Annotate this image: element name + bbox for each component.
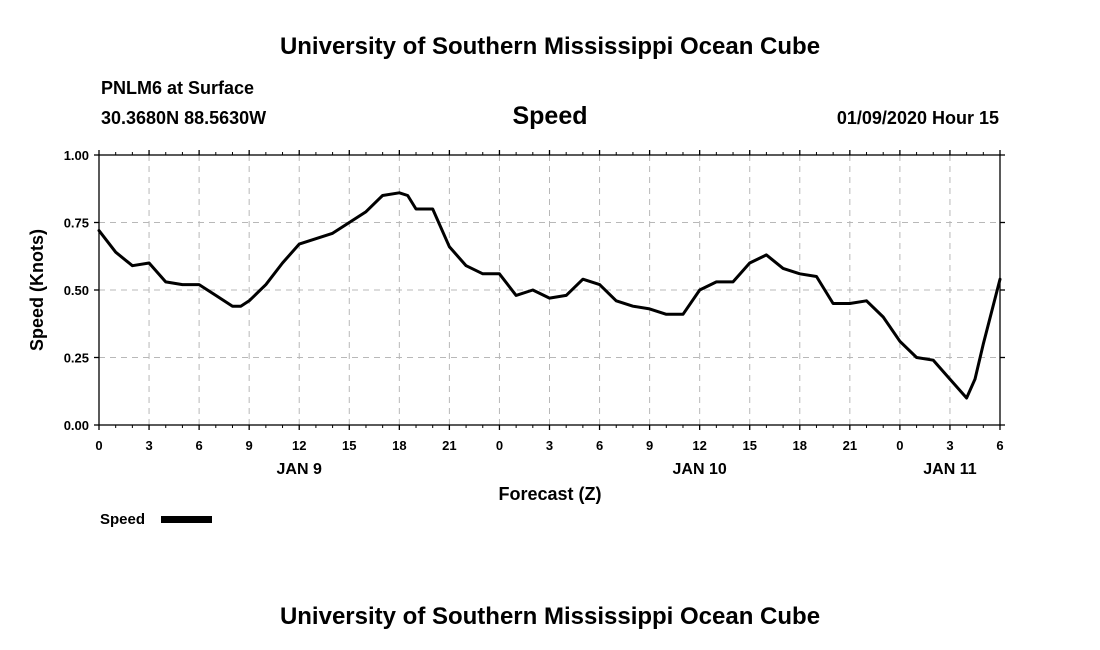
speed-series-line	[97, 191, 1002, 400]
x-tick-label: 6	[195, 438, 202, 453]
day-label: JAN 11	[923, 461, 976, 478]
chart-title: Speed	[512, 102, 587, 130]
x-tick-label: 9	[246, 438, 253, 453]
x-tick-label: 3	[145, 438, 152, 453]
y-tick-label: 0.75	[64, 216, 89, 231]
day-label: JAN 10	[673, 461, 727, 478]
x-tick-label: 3	[546, 438, 553, 453]
y-axis-title: Speed (Knots)	[27, 229, 47, 351]
x-tick-label: 15	[742, 438, 756, 453]
series-layer	[97, 191, 1002, 400]
x-tick-label: 18	[392, 438, 406, 453]
x-tick-label: 0	[95, 438, 102, 453]
x-axis-title: Forecast (Z)	[498, 484, 601, 504]
x-tick-label: 6	[996, 438, 1003, 453]
day-label: JAN 9	[277, 461, 322, 478]
legend-label: Speed	[100, 511, 145, 528]
x-tick-label: 21	[442, 438, 456, 453]
day-labels: JAN 9 JAN 10 JAN 11	[277, 461, 977, 478]
y-tick-label: 0.50	[64, 283, 89, 298]
x-tick-label: 0	[896, 438, 903, 453]
datetime-label: 01/09/2020 Hour 15	[837, 108, 999, 128]
top-title: University of Southern Mississippi Ocean…	[280, 33, 820, 60]
x-tick-label: 3	[946, 438, 953, 453]
x-tick-label: 21	[843, 438, 857, 453]
coordinates-label: 30.3680N 88.5630W	[101, 108, 266, 128]
x-tick-label: 0	[496, 438, 503, 453]
y-tick-labels: 0.00 0.25 0.50 0.75 1.00	[64, 148, 89, 433]
x-tick-label: 9	[646, 438, 653, 453]
y-tick-label: 0.25	[64, 351, 89, 366]
x-tick-label: 12	[692, 438, 706, 453]
x-tick-labels: 0 3 6 9 12 15 18 21 0 3 6 9 12 15 18 21 0 3 6	[95, 438, 1003, 453]
y-tick-label: 0.00	[64, 418, 89, 433]
x-tick-label: 6	[596, 438, 603, 453]
x-tick-label: 12	[292, 438, 306, 453]
y-tick-label: 1.00	[64, 148, 89, 163]
x-tick-label: 15	[342, 438, 356, 453]
grid-lines	[99, 155, 1000, 425]
bottom-title: University of Southern Mississippi Ocean…	[280, 603, 820, 630]
station-label: PNLM6 at Surface	[101, 78, 254, 98]
legend-swatch	[161, 516, 212, 523]
axis-ticks	[94, 150, 1005, 430]
x-tick-label: 18	[793, 438, 807, 453]
